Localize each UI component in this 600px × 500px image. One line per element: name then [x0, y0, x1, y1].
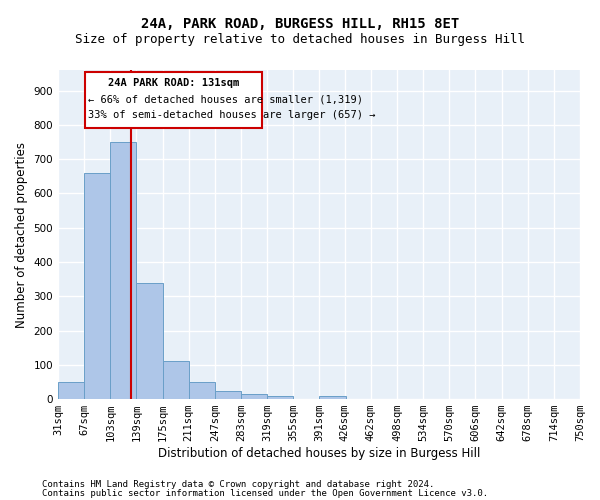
- X-axis label: Distribution of detached houses by size in Burgess Hill: Distribution of detached houses by size …: [158, 447, 480, 460]
- Bar: [241, 394, 267, 399]
- Bar: [319, 396, 346, 399]
- Bar: [163, 362, 189, 399]
- Text: 33% of semi-detached houses are larger (657) →: 33% of semi-detached houses are larger (…: [88, 110, 376, 120]
- Text: Contains public sector information licensed under the Open Government Licence v3: Contains public sector information licen…: [42, 488, 488, 498]
- Text: 24A PARK ROAD: 131sqm: 24A PARK ROAD: 131sqm: [108, 78, 239, 88]
- Bar: [84, 173, 110, 399]
- Text: 24A, PARK ROAD, BURGESS HILL, RH15 8ET: 24A, PARK ROAD, BURGESS HILL, RH15 8ET: [141, 18, 459, 32]
- Text: ← 66% of detached houses are smaller (1,319): ← 66% of detached houses are smaller (1,…: [88, 94, 363, 104]
- Bar: [215, 390, 241, 399]
- Bar: [58, 382, 84, 399]
- Text: Contains HM Land Registry data © Crown copyright and database right 2024.: Contains HM Land Registry data © Crown c…: [42, 480, 434, 489]
- Bar: [110, 142, 136, 399]
- Bar: [136, 282, 163, 399]
- Y-axis label: Number of detached properties: Number of detached properties: [15, 142, 28, 328]
- Bar: [189, 382, 215, 399]
- Text: Size of property relative to detached houses in Burgess Hill: Size of property relative to detached ho…: [75, 32, 525, 46]
- FancyBboxPatch shape: [85, 72, 262, 128]
- Bar: [267, 396, 293, 399]
